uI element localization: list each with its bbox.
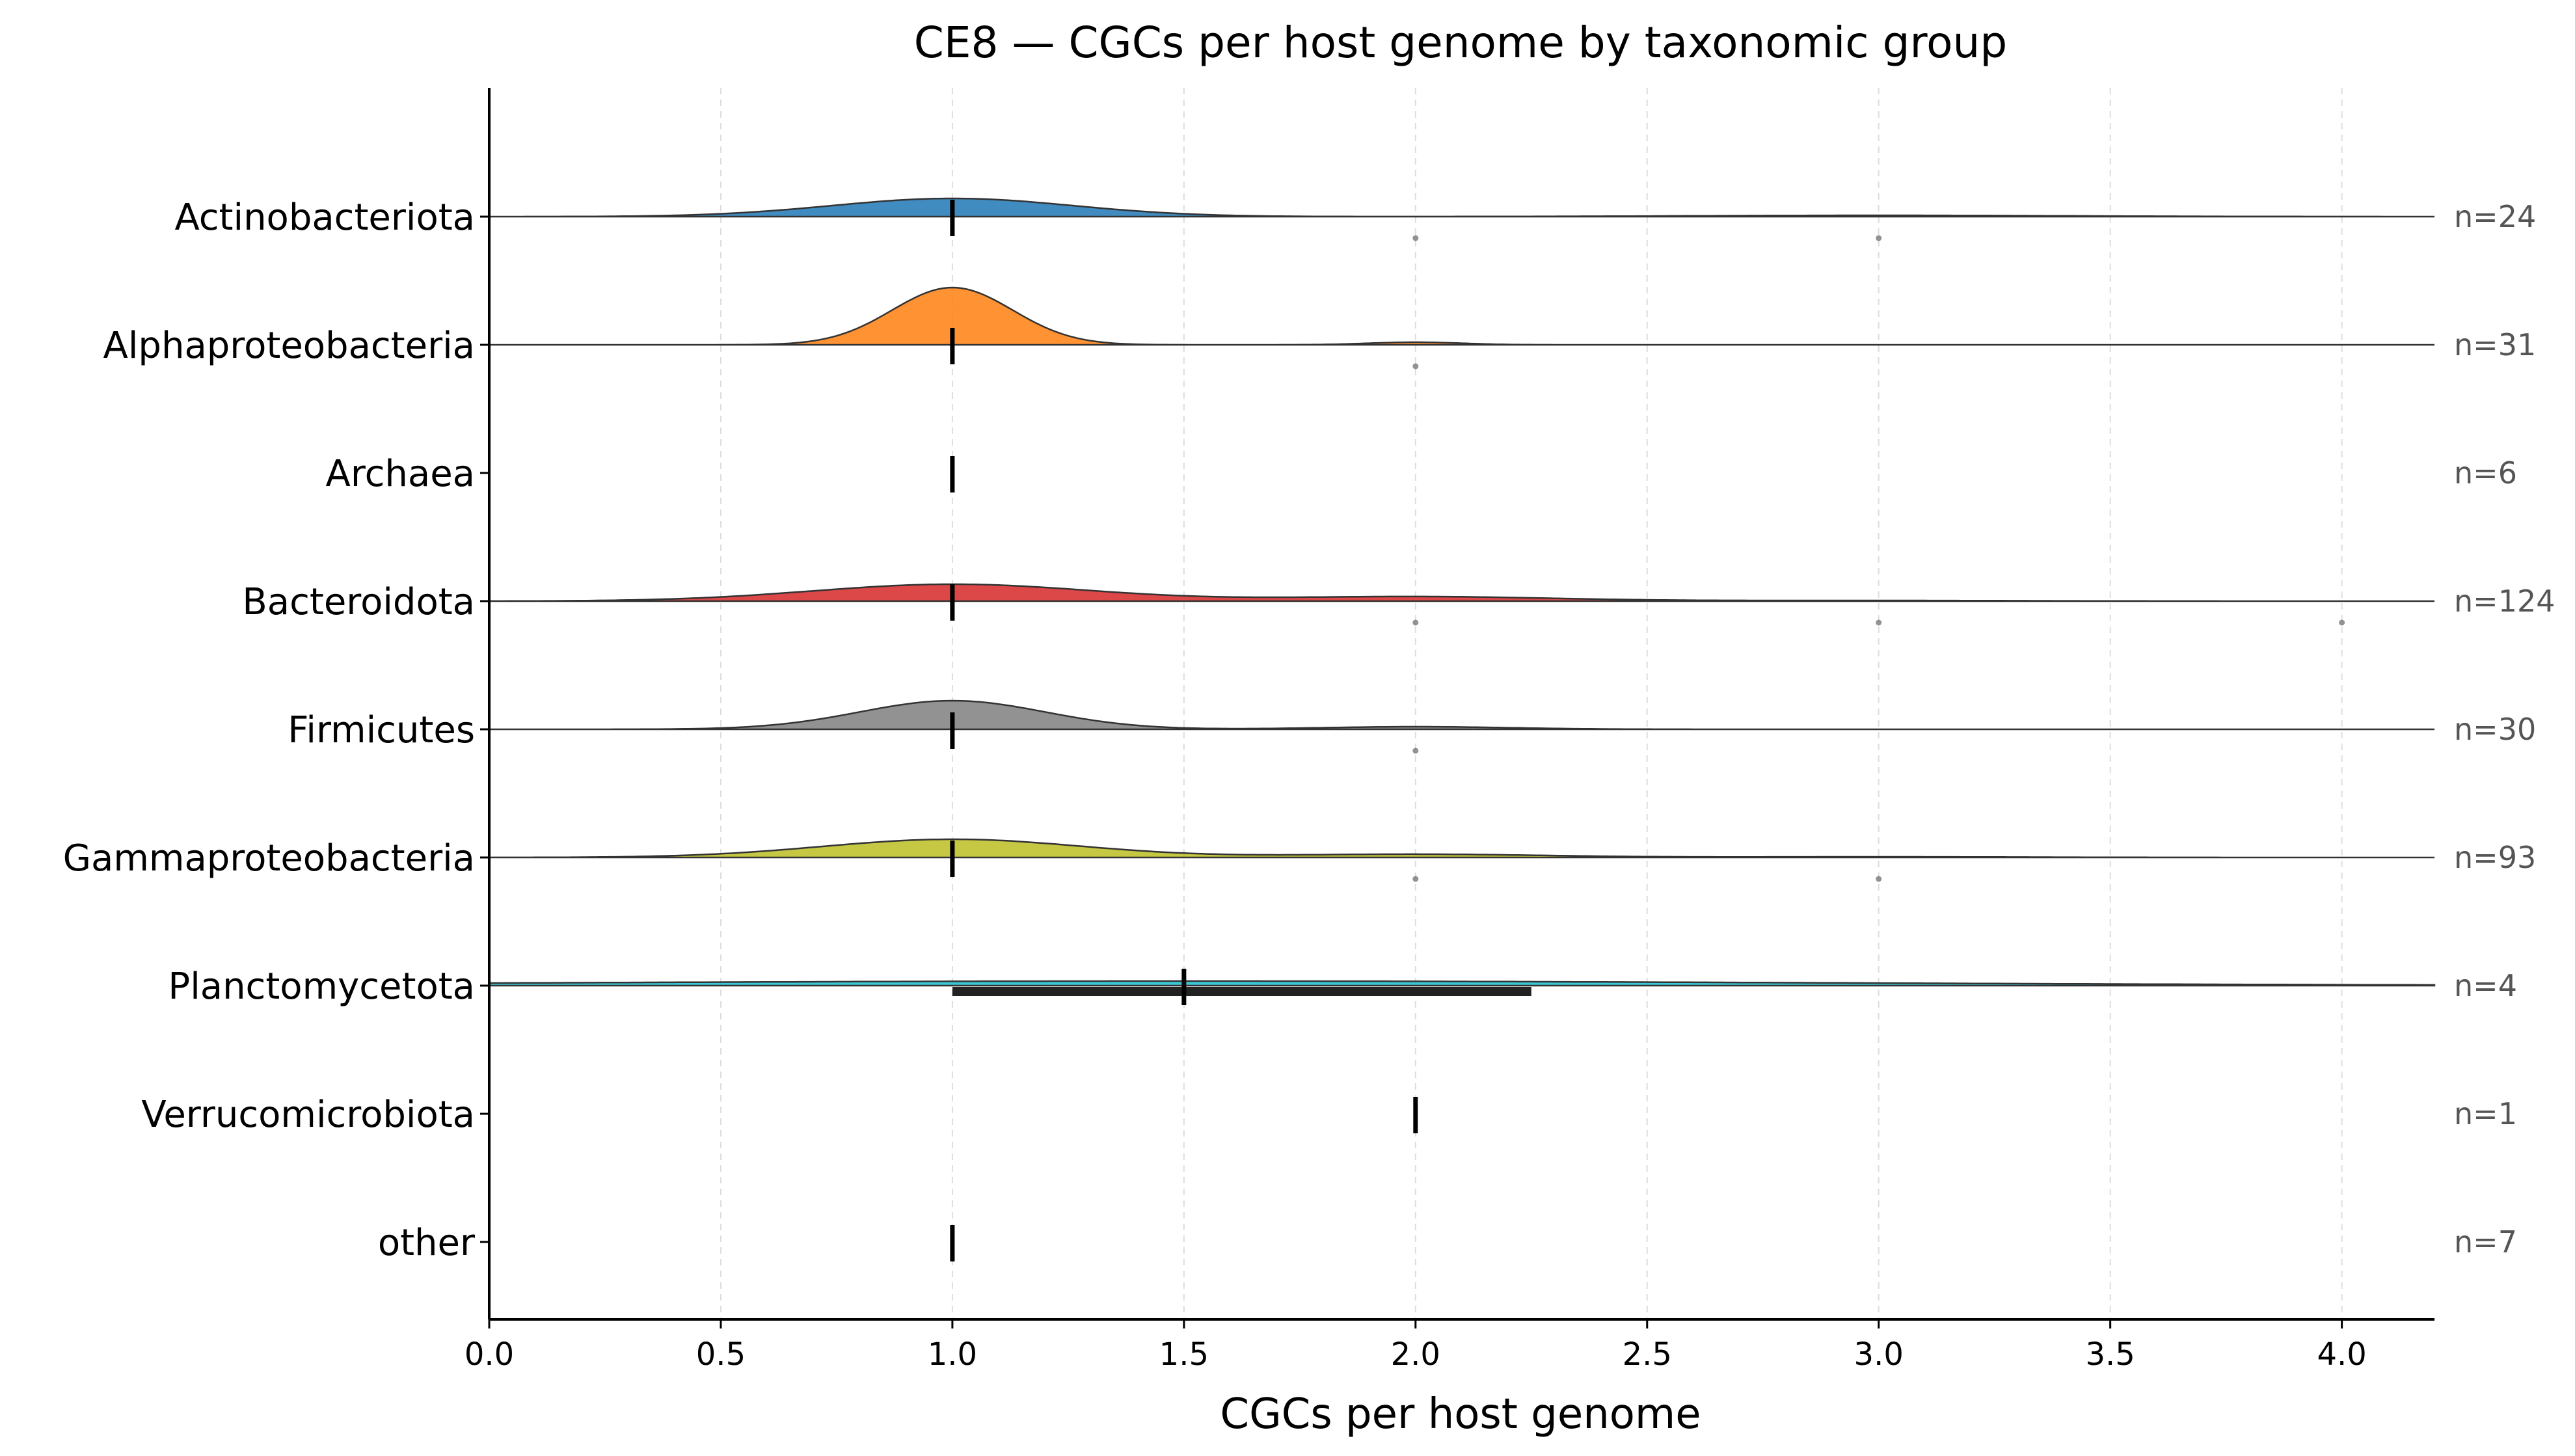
n-count-label: n=1 xyxy=(2454,1096,2517,1131)
outlier-point xyxy=(1412,748,1419,754)
chart-title: CE8 — CGCs per host genome by taxonomic … xyxy=(914,18,2008,68)
ridge-alphaproteobacteria: Alphaproteobacteria n=31 xyxy=(103,286,2536,370)
density-ridge xyxy=(489,838,2434,859)
x-tick-label: 2.0 xyxy=(1391,1336,1440,1373)
x-tick-label: 0.0 xyxy=(465,1336,514,1373)
x-tick-label: 4.0 xyxy=(2317,1336,2366,1373)
density-ridge xyxy=(489,699,2434,731)
y-tick-label: Bacteroidota xyxy=(242,581,475,623)
x-tick-label: 3.0 xyxy=(1854,1336,1904,1373)
y-tick-label: Archaea xyxy=(326,453,475,495)
outlier-point xyxy=(1412,619,1419,626)
x-tick-label: 1.5 xyxy=(1159,1336,1209,1373)
outlier-point xyxy=(2339,619,2345,626)
outlier-point xyxy=(1876,876,1882,882)
ridge-gammaproteobacteria: Gammaproteobacteria n=93 xyxy=(63,837,2536,882)
x-tick-label: 3.5 xyxy=(2085,1336,2135,1373)
ridge-planctomycetota: Planctomycetota n=4 xyxy=(168,965,2517,1008)
density-ridge xyxy=(489,197,2434,218)
y-tick-label: Verrucomicrobiota xyxy=(141,1094,475,1136)
y-tick-label: Planctomycetota xyxy=(168,965,475,1008)
density-ridge xyxy=(488,583,2434,602)
ridge-firmicutes: Firmicutes n=30 xyxy=(288,699,2536,754)
x-axis-label: CGCs per host genome xyxy=(1220,1390,1701,1438)
ridges: Actinobacteriota n=24 Alphaproteobacteria n… xyxy=(63,196,2555,1264)
outlier-point xyxy=(1876,235,1882,241)
ridge-actinobacteriota: Actinobacteriota n=24 xyxy=(174,196,2536,241)
n-count-label: n=6 xyxy=(2454,455,2517,491)
outlier-point xyxy=(1876,619,1882,626)
n-count-label: n=4 xyxy=(2454,968,2517,1003)
iqr-bar xyxy=(952,987,1531,996)
y-tick-label: Gammaproteobacteria xyxy=(63,837,475,880)
density-ridge xyxy=(489,286,2434,346)
y-tick-label: Firmicutes xyxy=(288,709,475,751)
axes xyxy=(488,88,2434,1321)
n-count-label: n=31 xyxy=(2454,327,2536,362)
density-ridge xyxy=(488,980,2436,987)
n-count-label: n=24 xyxy=(2454,199,2536,234)
ridge-other: other n=7 xyxy=(378,1222,2517,1264)
ridge-bacteroidota: Bacteroidota n=124 xyxy=(242,581,2555,626)
n-count-label: n=124 xyxy=(2454,584,2555,619)
n-count-label: n=30 xyxy=(2454,712,2536,747)
x-tick-label: 0.5 xyxy=(696,1336,746,1373)
ridge-archaea: Archaea n=6 xyxy=(326,453,2517,495)
y-tick-label: other xyxy=(378,1222,476,1264)
x-tick-label: 2.5 xyxy=(1623,1336,1672,1373)
outlier-point xyxy=(1412,235,1419,241)
ridge-verrucomicrobiota: Verrucomicrobiota n=1 xyxy=(141,1094,2517,1136)
outlier-point xyxy=(1412,876,1419,882)
outlier-point xyxy=(1412,363,1419,370)
n-count-label: n=93 xyxy=(2454,840,2536,875)
y-tick-label: Actinobacteriota xyxy=(174,196,475,239)
n-count-label: n=7 xyxy=(2454,1224,2517,1260)
y-tick-label: Alphaproteobacteria xyxy=(103,325,475,367)
x-tick-label: 1.0 xyxy=(928,1336,977,1373)
x-ticks: 0.0 0.5 1.0 1.5 2.0 2.5 3.0 3.5 4.0 xyxy=(465,1319,2367,1373)
